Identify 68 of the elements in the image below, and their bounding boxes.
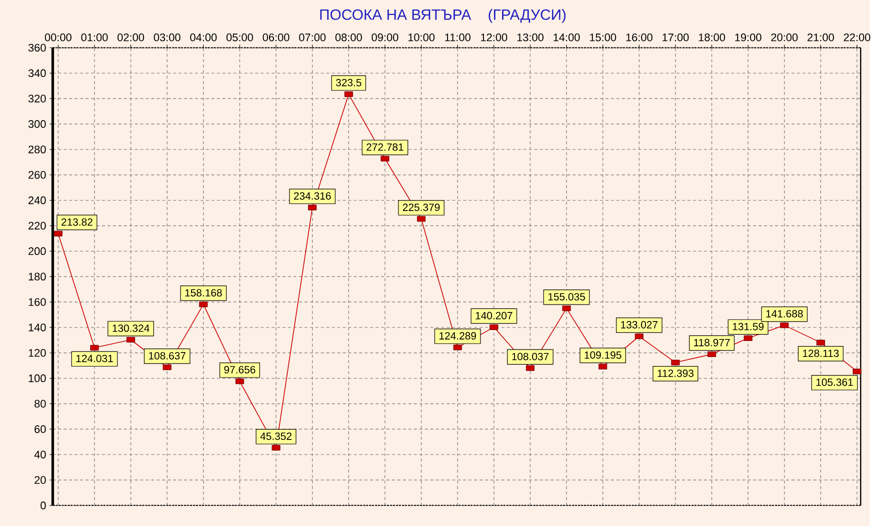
data-label: 124.031 — [76, 354, 113, 362]
y-tick-label: 340 — [28, 69, 46, 77]
chart-title: ПОСОКА НА ВЯТЪРА (ГРАДУСИ) — [320, 8, 566, 23]
point — [417, 216, 426, 222]
y-tick-label: 80 — [34, 400, 46, 408]
y-tick-label: 20 — [34, 476, 46, 484]
y-tick-label: 60 — [34, 425, 46, 433]
data-label: 213.82 — [62, 218, 92, 226]
x-tick-label: 16:00 — [626, 33, 652, 42]
x-tick-label: 02:00 — [118, 33, 144, 42]
y-tick-label: 120 — [28, 348, 46, 357]
x-tick-label: 12:00 — [481, 33, 508, 42]
y-tick-label: 220 — [28, 222, 46, 230]
y-tick-label: 240 — [28, 196, 46, 204]
x-tick-label: 01:00 — [81, 33, 108, 42]
data-label: 109.195 — [584, 351, 622, 359]
x-tick-label: 07:00 — [299, 33, 326, 42]
x-tick-label: 05:00 — [226, 33, 253, 42]
data-label: 124.289 — [440, 332, 476, 340]
y-tick-label: 320 — [28, 94, 46, 102]
x-tick-label: 08:00 — [335, 33, 362, 42]
y-tick-label: 360 — [28, 44, 46, 52]
x-tick-label: 22:00 — [844, 33, 870, 42]
x-tick-label: 09:00 — [372, 33, 398, 42]
x-tick-label: 15:00 — [590, 33, 616, 42]
data-label: 133.027 — [621, 320, 658, 328]
data-label: 272.781 — [366, 143, 404, 151]
data-label: 158.168 — [185, 288, 222, 296]
x-tick-label: 13:00 — [517, 33, 544, 42]
x-tick-label: 11:00 — [445, 33, 470, 42]
data-label: 108.037 — [512, 352, 549, 360]
x-tick-label: 20:00 — [771, 33, 798, 42]
x-tick-label: 04:00 — [190, 33, 217, 42]
x-tick-label: 18:00 — [698, 33, 726, 42]
data-label: 234.316 — [294, 192, 331, 200]
y-tick-label: 300 — [28, 120, 46, 128]
data-label: 140.207 — [476, 312, 512, 320]
point — [453, 344, 462, 350]
y-tick-label: 160 — [28, 298, 46, 306]
data-label: 105.361 — [816, 378, 853, 386]
x-tick-label: 10:00 — [408, 33, 435, 42]
data-label: 112.393 — [658, 369, 694, 377]
y-tick-label: 100 — [28, 374, 46, 382]
y-tick-label: 180 — [28, 272, 46, 280]
data-label: 118.977 — [694, 338, 730, 346]
y-tick-label: 40 — [34, 450, 46, 458]
x-tick-label: 17:00 — [662, 33, 689, 42]
data-label: 131.59 — [732, 322, 764, 330]
y-tick-label: 140 — [28, 323, 46, 332]
data-label: 323.5 — [336, 78, 362, 86]
data-label: 155.035 — [548, 292, 585, 300]
x-tick-label: 06:00 — [262, 33, 290, 42]
x-tick-label: 19:00 — [735, 33, 762, 42]
y-tick-label: 260 — [28, 170, 46, 179]
data-label: 108.637 — [149, 352, 186, 360]
y-tick-label: 0 — [40, 501, 46, 510]
data-label: 128.113 — [803, 349, 839, 357]
data-label: 97.656 — [224, 366, 256, 374]
data-label: 45.352 — [260, 432, 292, 440]
data-label: 225.379 — [402, 203, 440, 211]
x-tick-label: 00:00 — [44, 33, 72, 42]
x-tick-label: 03:00 — [154, 33, 180, 42]
x-tick-label: 21:00 — [808, 33, 834, 42]
y-tick-label: 280 — [28, 145, 46, 154]
x-tick-label: 14:00 — [554, 33, 580, 42]
y-tick-label: 200 — [28, 247, 46, 255]
data-label: 141.688 — [766, 310, 803, 318]
data-label: 130.324 — [112, 324, 150, 332]
